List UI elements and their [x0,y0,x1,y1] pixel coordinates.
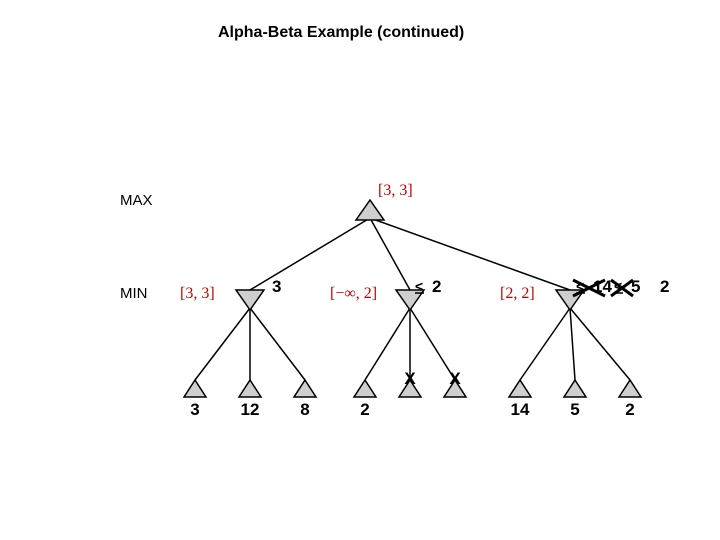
svg-text:2: 2 [625,400,634,419]
svg-text:2: 2 [432,277,441,296]
svg-text:X: X [449,369,461,388]
svg-text:3: 3 [272,277,281,296]
svg-text:14: 14 [511,400,530,419]
svg-text:2: 2 [360,400,369,419]
svg-text:5: 5 [570,400,579,419]
svg-text:X: X [404,369,416,388]
svg-text:12: 12 [241,400,260,419]
svg-text:2: 2 [660,277,669,296]
game-tree: 3<2<14<5231282XX1452 [0,0,720,540]
svg-text:8: 8 [300,400,309,419]
svg-text:<: < [415,278,423,294]
svg-text:3: 3 [190,400,199,419]
